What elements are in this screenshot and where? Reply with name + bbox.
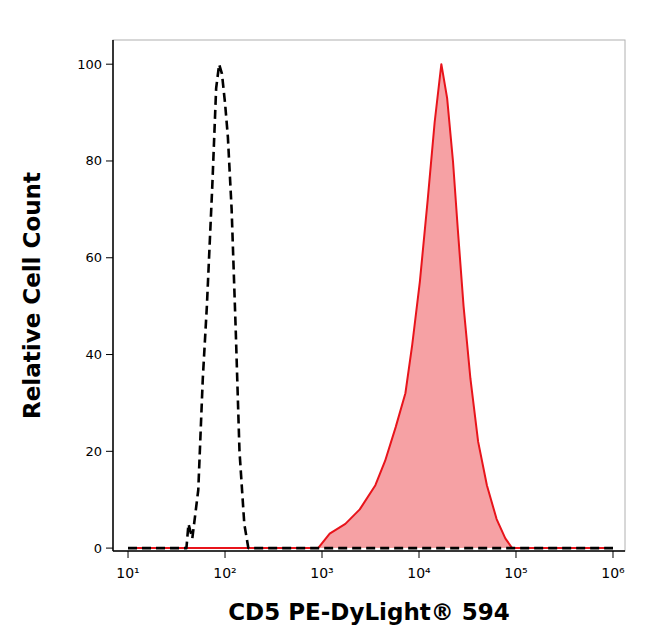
y-tick-label: 100 (77, 57, 102, 72)
y-tick (106, 451, 113, 452)
x-tick-label: 10¹ (116, 565, 139, 581)
x-tick (419, 551, 420, 558)
y-tick (106, 64, 113, 65)
y-tick-label: 40 (85, 347, 102, 362)
x-tick (322, 551, 323, 558)
chart: 0 20 40 60 80 100 10¹ 10² 10³ 10⁴ 10⁵ 10⁶ CD5 PE-DyL… (0, 0, 646, 641)
y-axis-title: Relative Cell Count (19, 172, 45, 419)
x-tick (128, 551, 129, 558)
y-tick-label: 0 (94, 541, 102, 556)
y-tick-label: 60 (85, 250, 102, 265)
plot-frame (113, 40, 625, 551)
x-tick-label: 10⁶ (601, 565, 625, 581)
y-tick (106, 548, 113, 549)
x-tick-label: 10³ (310, 565, 333, 581)
data-group (128, 64, 613, 548)
line (128, 64, 613, 548)
x-tick-label: 10⁴ (407, 565, 431, 581)
y-tick-label: 80 (85, 153, 102, 168)
y-tick (106, 257, 113, 258)
y-tick (106, 354, 113, 355)
y-tick-label: 20 (85, 444, 102, 459)
y-tick (106, 160, 113, 161)
x-axis-title: CD5 PE-DyLight® 594 (228, 599, 510, 625)
area-line (128, 64, 613, 548)
x-axis (113, 550, 625, 552)
y-axis (112, 40, 114, 551)
x-tick (515, 551, 516, 558)
x-tick (225, 551, 226, 558)
area-fill (128, 64, 613, 548)
x-tick (612, 551, 613, 558)
x-tick-label: 10⁵ (504, 565, 527, 581)
x-tick-label: 10² (213, 565, 236, 581)
